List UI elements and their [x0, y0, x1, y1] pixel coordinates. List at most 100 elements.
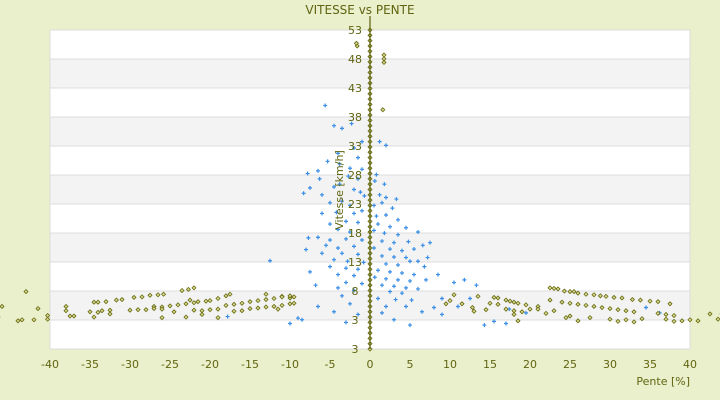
- y-tick-label: 33: [348, 140, 362, 153]
- data-point: [268, 258, 272, 263]
- data-point: [19, 317, 25, 323]
- data-point: [487, 300, 493, 306]
- data-point: [647, 298, 653, 304]
- data-point: [349, 121, 354, 126]
- data-point: [263, 291, 269, 297]
- x-tick-label: -10: [281, 358, 299, 371]
- data-point: [583, 291, 589, 297]
- data-point: [388, 269, 392, 274]
- data-point: [384, 261, 388, 266]
- data-point: [384, 213, 388, 218]
- x-tick-label: 30: [603, 358, 617, 371]
- data-point: [87, 309, 93, 315]
- data-point: [392, 240, 396, 245]
- data-point: [139, 294, 145, 300]
- y-tick-label: 3: [352, 343, 359, 356]
- data-point: [320, 192, 324, 197]
- x-tick-label: 5: [407, 358, 414, 371]
- data-point: [336, 245, 340, 250]
- data-point: [360, 281, 364, 286]
- data-point: [215, 315, 221, 321]
- data-point: [408, 323, 412, 328]
- data-point: [207, 307, 213, 313]
- data-point: [113, 297, 119, 303]
- data-point: [360, 238, 364, 243]
- data-point: [563, 315, 569, 321]
- data-point: [271, 303, 277, 310]
- data-point: [422, 264, 427, 269]
- data-point: [316, 304, 320, 309]
- data-point: [239, 300, 245, 306]
- data-point: [436, 272, 440, 277]
- data-point: [352, 288, 356, 293]
- data-point: [306, 235, 311, 240]
- data-point: [337, 182, 342, 187]
- data-point: [376, 268, 380, 273]
- data-point: [428, 240, 432, 245]
- data-point: [424, 277, 428, 282]
- data-point: [352, 146, 356, 151]
- data-point: [332, 257, 336, 262]
- data-point: [183, 301, 189, 307]
- data-point: [348, 166, 352, 171]
- data-point: [372, 203, 376, 208]
- data-point: [328, 222, 332, 227]
- data-point: [715, 316, 720, 322]
- data-point: [507, 298, 513, 304]
- data-point: [358, 190, 363, 195]
- x-tick-label: -20: [201, 358, 219, 371]
- data-point: [103, 299, 109, 305]
- y-axis-label: Vitesse [km/h]: [333, 150, 346, 230]
- data-point: [119, 296, 125, 303]
- data-point: [340, 199, 344, 204]
- data-point: [215, 295, 221, 302]
- data-point: [388, 224, 392, 229]
- data-point: [255, 305, 261, 311]
- data-point: [167, 303, 173, 309]
- x-tick-label: -35: [81, 358, 99, 371]
- data-point: [591, 303, 597, 310]
- data-point: [288, 321, 292, 326]
- data-point: [279, 294, 285, 300]
- data-point: [159, 315, 165, 321]
- data-point: [543, 310, 549, 316]
- data-point: [305, 171, 310, 176]
- data-point: [495, 295, 501, 301]
- x-tick-label: 20: [523, 358, 537, 371]
- data-point: [456, 304, 460, 309]
- data-point: [492, 319, 496, 324]
- data-point: [380, 239, 384, 244]
- data-point: [215, 306, 221, 312]
- data-point: [382, 182, 387, 187]
- data-point: [191, 300, 197, 306]
- data-point: [344, 219, 348, 224]
- data-point: [332, 184, 336, 189]
- data-point: [637, 297, 643, 303]
- data-point: [491, 294, 497, 300]
- data-point: [523, 302, 529, 308]
- y-tick-label: 3: [352, 314, 359, 327]
- data-point: [131, 294, 137, 300]
- data-point: [440, 296, 444, 301]
- data-point: [207, 298, 213, 304]
- data-point: [384, 276, 388, 281]
- data-point: [393, 297, 398, 302]
- data-point: [663, 316, 669, 322]
- x-tick-labels: -40 -35 -30 -25 -20 -15 -10 -5 0 5 10 15 20 25 30 35 40: [41, 358, 697, 371]
- data-point: [296, 316, 300, 321]
- data-point: [462, 277, 467, 282]
- data-point: [360, 167, 364, 172]
- data-point: [599, 304, 605, 311]
- data-point: [561, 288, 567, 294]
- data-point: [171, 309, 177, 315]
- data-point: [412, 247, 416, 252]
- data-point: [356, 155, 360, 160]
- data-point: [380, 107, 386, 113]
- data-point: [459, 301, 465, 307]
- data-point: [15, 318, 21, 324]
- data-point: [388, 289, 392, 294]
- data-point: [443, 301, 449, 307]
- data-point: [362, 193, 367, 198]
- data-point: [328, 238, 332, 243]
- data-point: [597, 293, 603, 299]
